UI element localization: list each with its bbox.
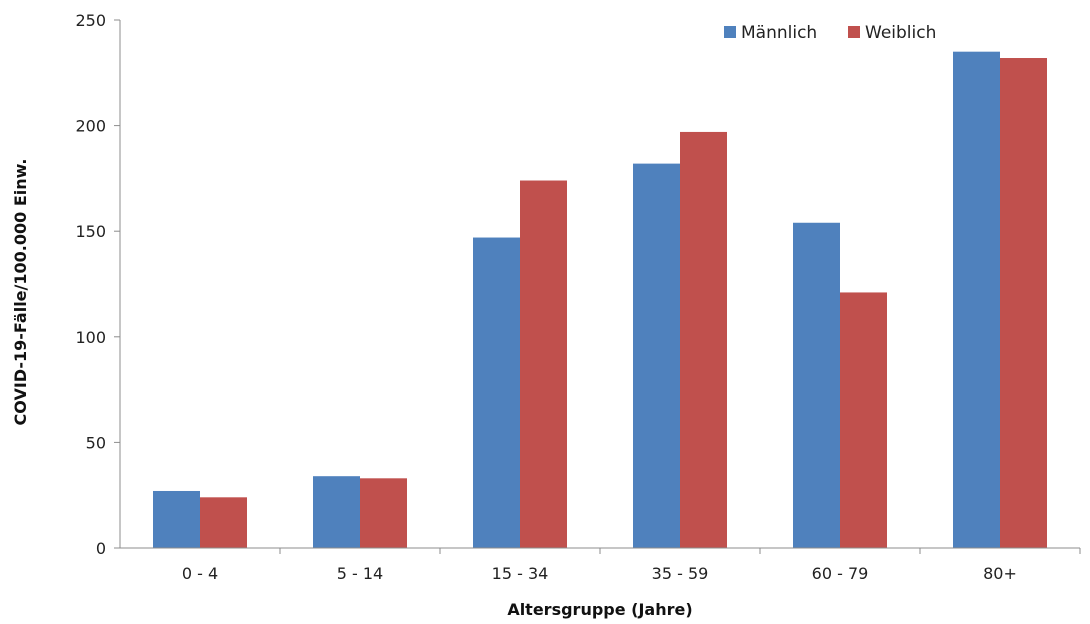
y-tick-label: 150 bbox=[75, 222, 106, 241]
bars bbox=[153, 51, 1047, 549]
x-tick-label: 80+ bbox=[983, 564, 1017, 583]
y-axis-ticks: 0 50 100 150 200 250 bbox=[75, 11, 120, 558]
bar-weiblich bbox=[1000, 58, 1047, 549]
bar-maennlich bbox=[793, 222, 840, 548]
bar-maennlich bbox=[953, 51, 1000, 549]
y-axis-title: COVID-19-Fälle/100.000 Einw. bbox=[11, 159, 30, 426]
legend-swatch-maennlich bbox=[724, 26, 736, 38]
x-axis-title: Altersgruppe (Jahre) bbox=[507, 600, 692, 619]
y-tick-label: 50 bbox=[86, 433, 106, 452]
bar-weiblich bbox=[680, 131, 727, 548]
x-tick-label: 0 - 4 bbox=[182, 564, 218, 583]
legend-label-weiblich: Weiblich bbox=[865, 23, 936, 43]
bar-maennlich bbox=[473, 237, 520, 548]
bar-maennlich bbox=[633, 163, 680, 548]
bar-weiblich bbox=[520, 180, 567, 548]
x-tick-label: 35 - 59 bbox=[652, 564, 709, 583]
x-tick-label: 5 - 14 bbox=[337, 564, 383, 583]
legend-label-maennlich: Männlich bbox=[741, 23, 817, 43]
x-tick-label: 60 - 79 bbox=[812, 564, 869, 583]
bar-weiblich bbox=[200, 497, 247, 548]
bar-maennlich bbox=[313, 476, 360, 548]
y-tick-label: 100 bbox=[75, 328, 106, 347]
y-tick-label: 250 bbox=[75, 11, 106, 30]
x-axis-ticks: 0 - 4 5 - 14 15 - 34 35 - 59 60 - 79 80+ bbox=[182, 548, 1081, 583]
bar-weiblich bbox=[360, 478, 407, 548]
bar-maennlich bbox=[153, 490, 200, 548]
legend-swatch-weiblich bbox=[848, 26, 860, 38]
bar-weiblich bbox=[840, 292, 887, 548]
y-tick-label: 0 bbox=[96, 539, 106, 558]
legend: Männlich Weiblich bbox=[724, 23, 936, 43]
x-tick-label: 15 - 34 bbox=[492, 564, 549, 583]
y-tick-label: 200 bbox=[75, 117, 106, 136]
